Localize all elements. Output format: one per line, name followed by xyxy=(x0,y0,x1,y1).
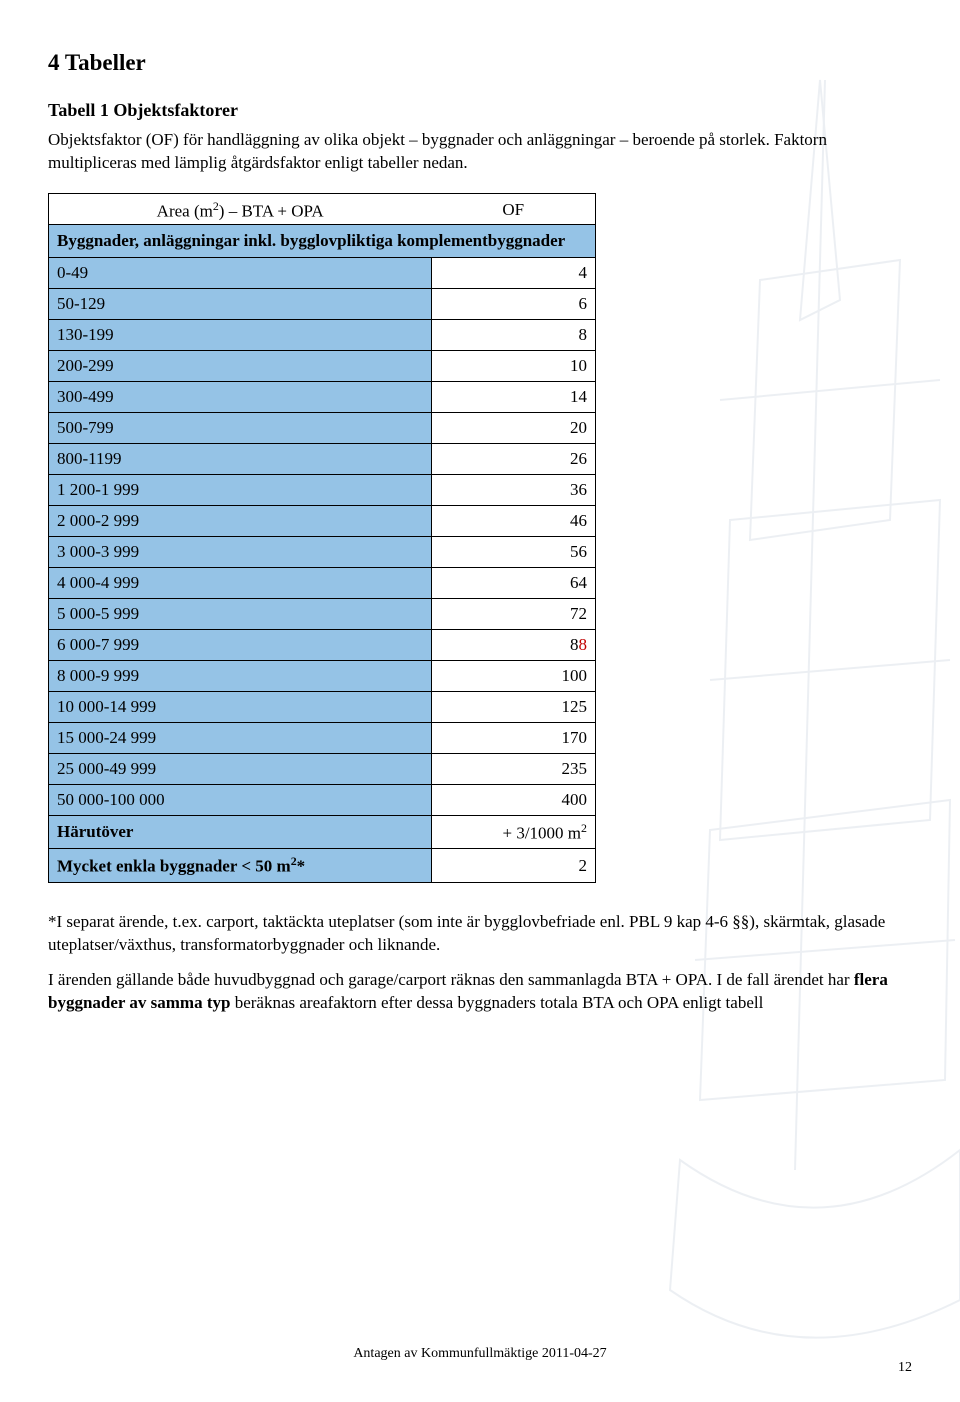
range-cell: 200-299 xyxy=(49,350,432,381)
enkla-value: 2 xyxy=(431,849,595,883)
page-number: 12 xyxy=(898,1360,912,1376)
value-cell: 6 xyxy=(431,288,595,319)
range-cell: 1 200-1 999 xyxy=(49,474,432,505)
range-cell: 6 000-7 999 xyxy=(49,629,432,660)
page: 4 Tabeller Tabell 1 Objektsfaktorer Obje… xyxy=(0,0,960,1067)
table-row: 50 000-100 000400 xyxy=(49,784,596,815)
table-row: 0-494 xyxy=(49,257,596,288)
range-cell: 8 000-9 999 xyxy=(49,660,432,691)
table-row: 200-29910 xyxy=(49,350,596,381)
value-cell: 235 xyxy=(431,753,595,784)
value-cell: 56 xyxy=(431,536,595,567)
range-cell: 130-199 xyxy=(49,319,432,350)
table-row: 6 000-7 99988 xyxy=(49,629,596,660)
harutover-value: + 3/1000 m2 xyxy=(431,815,595,849)
footnote-2: I ärenden gällande både huvudbyggnad och… xyxy=(48,969,912,1015)
table-subheader-row: Byggnader, anläggningar inkl. bygglovpli… xyxy=(49,224,596,257)
value-cell: 400 xyxy=(431,784,595,815)
table-header-row: Area (m2) – BTA + OPA OF xyxy=(49,193,596,224)
table-row: 25 000-49 999235 xyxy=(49,753,596,784)
footnotes: *I separat ärende, t.ex. carport, taktäc… xyxy=(48,911,912,1015)
value-cell: 10 xyxy=(431,350,595,381)
table-row: 130-1998 xyxy=(49,319,596,350)
heading-table: Tabell 1 Objektsfaktorer xyxy=(48,100,912,121)
table-row: 1 200-1 99936 xyxy=(49,474,596,505)
enkla-label: Mycket enkla byggnader < 50 m2* xyxy=(49,849,432,883)
value-cell: 26 xyxy=(431,443,595,474)
value-cell: 46 xyxy=(431,505,595,536)
col2-header: OF xyxy=(431,193,595,224)
footer-text: Antagen av Kommunfullmäktige 2011-04-27 xyxy=(0,1346,960,1362)
value-cell: 8 xyxy=(431,319,595,350)
range-cell: 10 000-14 999 xyxy=(49,691,432,722)
range-cell: 50-129 xyxy=(49,288,432,319)
range-cell: 3 000-3 999 xyxy=(49,536,432,567)
table-row: 8 000-9 999100 xyxy=(49,660,596,691)
footnote-1: *I separat ärende, t.ex. carport, taktäc… xyxy=(48,911,912,957)
value-cell: 36 xyxy=(431,474,595,505)
value-cell: 14 xyxy=(431,381,595,412)
harutover-label: Härutöver xyxy=(49,815,432,849)
range-cell: 300-499 xyxy=(49,381,432,412)
range-cell: 25 000-49 999 xyxy=(49,753,432,784)
value-cell: 72 xyxy=(431,598,595,629)
value-cell: 170 xyxy=(431,722,595,753)
table-row: 500-79920 xyxy=(49,412,596,443)
value-cell: 20 xyxy=(431,412,595,443)
heading-main: 4 Tabeller xyxy=(48,50,912,76)
table-row: 15 000-24 999170 xyxy=(49,722,596,753)
table-row: 3 000-3 99956 xyxy=(49,536,596,567)
col1-header: Area (m2) – BTA + OPA xyxy=(49,193,432,224)
value-cell: 4 xyxy=(431,257,595,288)
range-cell: 4 000-4 999 xyxy=(49,567,432,598)
range-cell: 2 000-2 999 xyxy=(49,505,432,536)
table-row: 5 000-5 99972 xyxy=(49,598,596,629)
table-row: 4 000-4 99964 xyxy=(49,567,596,598)
table-row-enkla: Mycket enkla byggnader < 50 m2* 2 xyxy=(49,849,596,883)
range-cell: 0-49 xyxy=(49,257,432,288)
table-row: 10 000-14 999125 xyxy=(49,691,596,722)
intro-paragraph: Objektsfaktor (OF) för handläggning av o… xyxy=(48,129,912,175)
value-cell: 88 xyxy=(431,629,595,660)
table-row-harutover: Härutöver + 3/1000 m2 xyxy=(49,815,596,849)
table-row: 800-119926 xyxy=(49,443,596,474)
table-row: 300-49914 xyxy=(49,381,596,412)
table-row: 50-1296 xyxy=(49,288,596,319)
value-cell: 125 xyxy=(431,691,595,722)
range-cell: 15 000-24 999 xyxy=(49,722,432,753)
range-cell: 800-1199 xyxy=(49,443,432,474)
subheader-cell: Byggnader, anläggningar inkl. bygglovpli… xyxy=(49,224,596,257)
range-cell: 500-799 xyxy=(49,412,432,443)
range-cell: 5 000-5 999 xyxy=(49,598,432,629)
range-cell: 50 000-100 000 xyxy=(49,784,432,815)
value-cell: 100 xyxy=(431,660,595,691)
objektsfaktor-table: Area (m2) – BTA + OPA OF Byggnader, anlä… xyxy=(48,193,596,883)
table-row: 2 000-2 99946 xyxy=(49,505,596,536)
value-cell: 64 xyxy=(431,567,595,598)
